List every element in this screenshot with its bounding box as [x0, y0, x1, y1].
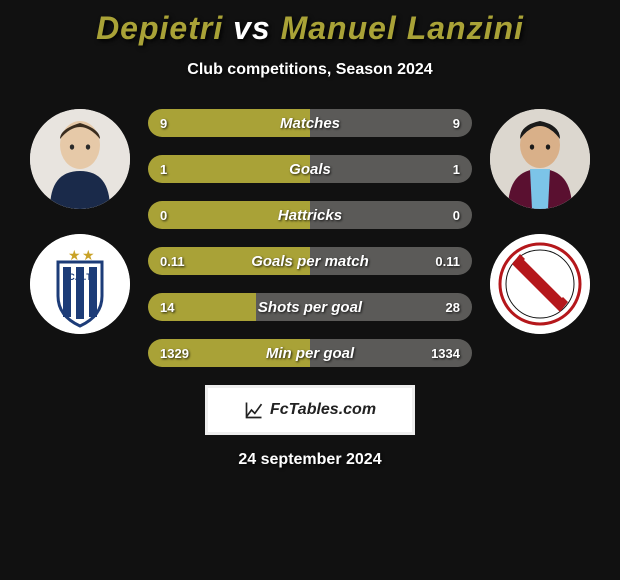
stat-value-left: 0.11 — [160, 247, 185, 275]
player1-avatar — [30, 109, 130, 209]
stat-value-right: 0.11 — [435, 247, 460, 275]
chart-icon — [244, 400, 264, 420]
stat-value-right: 9 — [453, 109, 460, 137]
stat-value-left: 9 — [160, 109, 167, 137]
stat-label: Shots per goal — [258, 299, 362, 316]
stat-label: Goals — [289, 161, 331, 178]
stat-value-left: 0 — [160, 201, 167, 229]
person-icon — [30, 109, 130, 209]
stat-label: Matches — [280, 115, 340, 132]
person-icon — [490, 109, 590, 209]
stat-row: 14 Shots per goal 28 — [148, 293, 472, 321]
stat-row: 1 Goals 1 — [148, 155, 472, 183]
shield-icon: ★ ★ C.A.T — [30, 234, 130, 334]
right-side-col — [480, 109, 600, 334]
player1-club-badge: ★ ★ C.A.T — [30, 234, 130, 334]
page-title: Depietri vs Manuel Lanzini — [0, 10, 620, 47]
stats-column: 9 Matches 9 1 Goals 1 0 Hattricks 0 0.11 Goals per… — [140, 109, 480, 367]
subtitle: Club competitions, Season 2024 — [0, 61, 620, 79]
player2-avatar — [490, 109, 590, 209]
title-player1: Depietri — [96, 10, 223, 46]
date-label: 24 september 2024 — [0, 451, 620, 469]
left-side-col: ★ ★ C.A.T — [20, 109, 140, 334]
svg-text:C.A.T: C.A.T — [68, 272, 92, 282]
title-vs: vs — [233, 10, 271, 46]
stat-value-left: 1 — [160, 155, 167, 183]
body-row: ★ ★ C.A.T 9 Matches 9 1 Goals 1 0 Hattricks 0 0.1… — [0, 109, 620, 367]
shield-icon — [490, 234, 590, 334]
stat-row: 1329 Min per goal 1334 — [148, 339, 472, 367]
stat-value-left: 14 — [160, 293, 174, 321]
title-player2: Manuel Lanzini — [281, 10, 524, 46]
stat-label: Hattricks — [278, 207, 342, 224]
stat-value-right: 1334 — [431, 339, 460, 367]
stat-label: Min per goal — [266, 345, 354, 362]
stat-value-left: 1329 — [160, 339, 189, 367]
brand-label: FcTables.com — [270, 401, 376, 419]
stat-value-right: 28 — [446, 293, 460, 321]
stat-row: 0.11 Goals per match 0.11 — [148, 247, 472, 275]
stat-row: 9 Matches 9 — [148, 109, 472, 137]
brand-box[interactable]: FcTables.com — [205, 385, 415, 435]
stat-value-right: 1 — [453, 155, 460, 183]
comparison-card: Depietri vs Manuel Lanzini Club competit… — [0, 0, 620, 580]
stat-value-right: 0 — [453, 201, 460, 229]
player2-club-badge — [490, 234, 590, 334]
stat-label: Goals per match — [251, 253, 369, 270]
stat-row: 0 Hattricks 0 — [148, 201, 472, 229]
